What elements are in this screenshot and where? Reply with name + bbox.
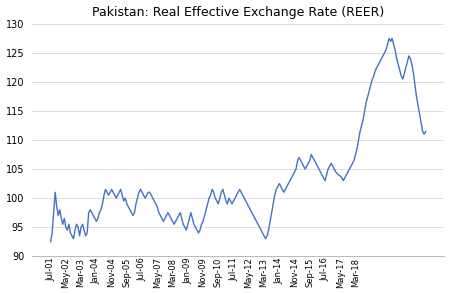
Title: Pakistan: Real Effective Exchange Rate (REER): Pakistan: Real Effective Exchange Rate (…	[92, 6, 384, 19]
